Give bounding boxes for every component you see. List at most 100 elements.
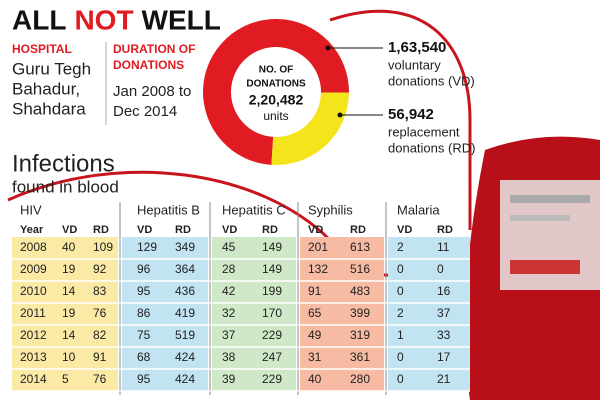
table-cell: 75	[137, 328, 151, 342]
bag-label-line	[510, 195, 590, 203]
table-cell: 0	[397, 350, 404, 364]
table-cell: 14	[62, 284, 76, 298]
table-cell: 129	[137, 240, 157, 254]
table-cell: 2014	[20, 372, 47, 386]
table-cell: 132	[308, 262, 328, 276]
table-cell: 229	[262, 372, 282, 386]
donut-center-text: units	[263, 109, 288, 123]
table-cell: 2	[397, 240, 404, 254]
table-cell: 28	[222, 262, 236, 276]
group-header: Hepatitis B	[137, 202, 200, 217]
table-cell: 280	[350, 372, 370, 386]
column-header: RD	[262, 224, 278, 236]
group-header: Syphilis	[308, 202, 353, 217]
table-cell: 2012	[20, 328, 47, 342]
table-cell: 37	[222, 328, 236, 342]
table-cell: 11	[437, 240, 450, 254]
table-cell: 91	[308, 284, 322, 298]
table-cell: 2008	[20, 240, 47, 254]
table-cell: 247	[262, 350, 282, 364]
hospital: Shahdara	[12, 99, 86, 118]
table-cell: 364	[175, 262, 195, 276]
donut-center-text: 2,20,482	[249, 92, 304, 108]
tube	[329, 9, 472, 230]
table-cell: 516	[350, 262, 370, 276]
table-cell: 68	[137, 350, 151, 364]
table-cell: 40	[308, 372, 322, 386]
table-cell: 49	[308, 328, 322, 342]
table-cell: 42	[222, 284, 236, 298]
table-cell: 19	[62, 262, 76, 276]
column-header: VD	[222, 224, 237, 236]
column-band	[122, 237, 208, 391]
table-cell: 2013	[20, 350, 47, 364]
donut-slice	[202, 19, 349, 165]
table-cell: 399	[350, 306, 370, 320]
table-cell: 2011	[20, 306, 46, 320]
table-cell: 39	[222, 372, 236, 386]
table-cell: 349	[175, 240, 195, 254]
table-cell: 92	[93, 262, 107, 276]
legend-text: donations (VD)	[388, 73, 475, 88]
column-header: RD	[350, 224, 366, 236]
column-header: RD	[175, 224, 191, 236]
table-cell: 65	[308, 306, 322, 320]
group-header: Malaria	[397, 202, 440, 217]
table-cell: 37	[437, 306, 451, 320]
table-title: Infections	[12, 150, 115, 177]
table-cell: 0	[437, 262, 444, 276]
column-header: RD	[437, 224, 453, 236]
table-cell: 419	[175, 306, 195, 320]
table-cell: 519	[175, 328, 195, 342]
duration: Dec 2014	[113, 103, 177, 120]
column-band	[12, 237, 118, 391]
column-header: VD	[308, 224, 323, 236]
table-cell: 170	[262, 306, 282, 320]
table-subtitle: found in blood	[12, 177, 119, 196]
table-cell: 16	[437, 284, 451, 298]
table-cell: 14	[62, 328, 76, 342]
column-header: VD	[137, 224, 152, 236]
title-word: ALL	[12, 4, 66, 35]
table-cell: 76	[93, 306, 107, 320]
table-cell: 199	[262, 284, 282, 298]
column-header: VD	[397, 224, 412, 236]
value-label: 1,63,540	[388, 39, 446, 56]
table-cell: 82	[93, 328, 107, 342]
donut-center-text: NO. OF	[259, 65, 293, 76]
table-cell: 2	[397, 306, 404, 320]
table-cell: 2010	[20, 284, 47, 298]
column-band	[212, 237, 296, 391]
table-cell: 32	[222, 306, 236, 320]
table-cell: 613	[350, 240, 370, 254]
table-cell: 33	[437, 328, 451, 342]
value-label: 56,942	[388, 106, 434, 123]
table-cell: 40	[62, 240, 76, 254]
column-band	[300, 237, 384, 391]
table-cell: 19	[62, 306, 76, 320]
table-cell: 149	[262, 240, 282, 254]
table-cell: 96	[137, 262, 151, 276]
table-cell: 201	[308, 240, 328, 254]
column-header: RD	[93, 224, 109, 236]
table-cell: 0	[397, 372, 404, 386]
column-band	[388, 237, 470, 391]
table-cell: 38	[222, 350, 236, 364]
duration-label: DONATIONS	[113, 58, 184, 72]
table-cell: 86	[137, 306, 151, 320]
table-cell: 21	[437, 372, 451, 386]
donut-slice	[271, 92, 349, 165]
table-cell: 229	[262, 328, 282, 342]
title-word: WELL	[142, 4, 221, 35]
table-cell: 91	[93, 350, 107, 364]
table-cell: 0	[397, 262, 404, 276]
table-cell: 424	[175, 350, 195, 364]
legend-text: voluntary	[388, 57, 441, 72]
hospital-label: HOSPITAL	[12, 42, 72, 56]
donut-center-text: DONATIONS	[246, 79, 306, 90]
table-cell: 5	[62, 372, 69, 386]
table-cell: 83	[93, 284, 107, 298]
bag-label-line	[510, 215, 570, 221]
table-cell: 361	[350, 350, 370, 364]
